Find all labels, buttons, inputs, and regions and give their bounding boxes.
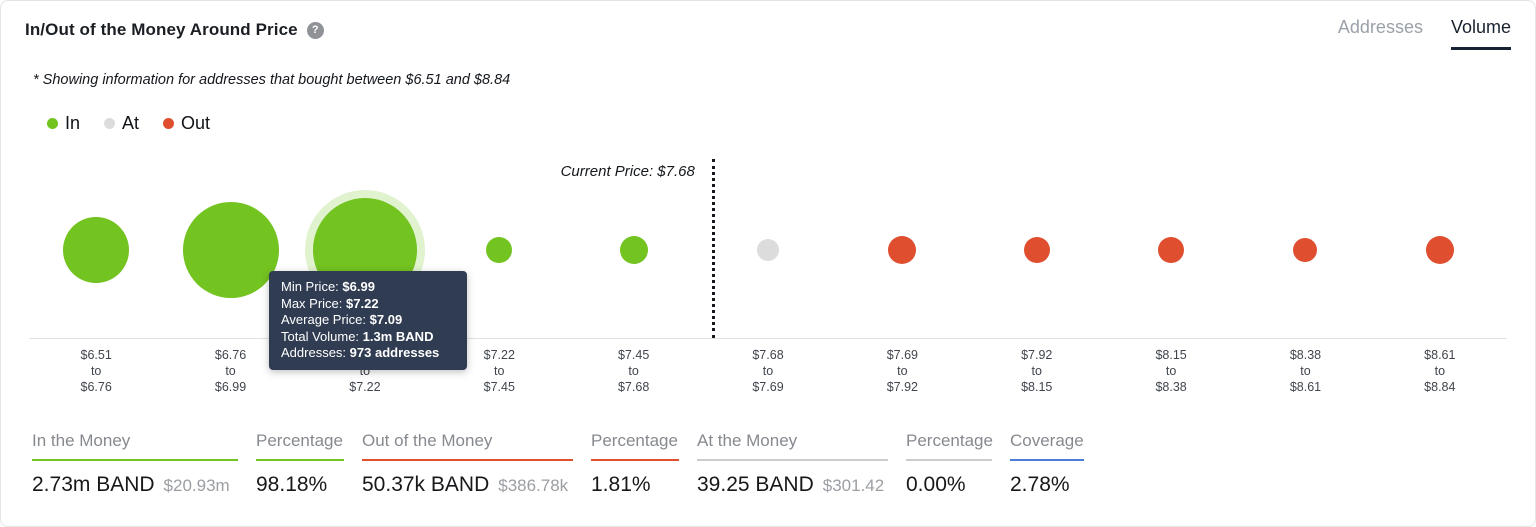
tooltip-value: $7.22 [346,295,379,311]
stat-value: 50.37k BAND [362,473,490,496]
stat-value: 2.73m BAND [32,473,155,496]
bubble-in-7.22-7.45[interactable] [486,237,513,263]
x-axis-line [29,338,1507,339]
bubble-out-8.38-8.61[interactable] [1293,238,1318,262]
bubble-in-7.45-7.68[interactable] [619,236,648,264]
tab-addresses[interactable]: Addresses [1337,17,1423,37]
tooltip-row: Addresses: 973 addresses [281,345,440,360]
tooltip-value: 973 addresses [349,345,440,360]
stat-at-the-money: At the Money 39.25 BAND $301.42 [697,431,906,497]
stat-label: Out of the Money [362,431,573,461]
legend-dot-in [47,118,58,129]
x-tick-label: $8.61 to $8.84 [1424,348,1456,394]
stat-label: Coverage [1010,431,1084,461]
legend-label: Out [181,113,211,133]
tab-volume[interactable]: Volume [1450,17,1511,50]
bubble-in-6.76-6.99[interactable] [182,202,279,298]
legend: In At Out [47,113,210,134]
stat-value: 1.81% [591,473,651,496]
stats-row: In the Money 2.73m BAND $20.93m Percentage 9… [32,431,1515,497]
x-tick-label: $6.76 to $6.99 [214,348,247,394]
stat-values: 39.25 BAND $301.42 [697,473,906,497]
tooltip-value: $6.99 [342,279,375,294]
stat-percentage: Percentage 0.00% [906,431,1010,497]
stat-values: 2.73m BAND $20.93m [32,473,256,497]
bubble-at-7.68-7.69[interactable] [757,239,779,261]
bubble-out-8.61-8.84[interactable] [1425,236,1454,264]
legend-item-out[interactable]: Out [163,113,210,134]
stat-label: Percentage [906,431,993,461]
range-subtitle: * Showing information for addresses that… [33,72,511,88]
stat-values: 98.18% [256,473,362,497]
legend-label: In [65,113,81,133]
x-tick-label: $7.92 to $8.15 [1021,348,1053,394]
tooltip-value: $7.09 [369,312,403,327]
legend-dot-out [163,118,175,129]
stat-value: 0.00% [906,473,966,496]
stat-value: 39.25 BAND [697,473,814,496]
current-price-label: Current Price: $7.68 [560,163,695,180]
stat-secondary: $20.93m [163,476,230,495]
legend-item-in[interactable]: In [47,113,80,134]
stat-percentage: Percentage 98.18% [256,431,362,497]
stat-out-of-the-money: Out of the Money 50.37k BAND $386.78k [362,431,591,497]
legend-dot-at [104,118,116,129]
legend-label: At [122,113,140,133]
stat-values: 0.00% [906,473,1010,497]
title-wrap: In/Out of the Money Around Price ? [25,17,324,40]
stat-values: 50.37k BAND $386.78k [362,473,591,497]
stat-values: 1.81% [591,473,697,497]
help-icon[interactable]: ? [306,21,324,39]
stat-value: 2.78% [1010,473,1070,496]
stat-secondary: $386.78k [498,476,569,495]
x-tick-label: $7.69 to $7.92 [886,348,918,394]
stat-percentage: Percentage 1.81% [591,431,697,497]
stat-secondary: $301.42 [822,476,885,495]
tooltip-row: Min Price: $6.99 [281,279,375,294]
header: In/Out of the Money Around Price ? Addre… [25,17,1511,50]
bubble-out-8.15-8.38[interactable] [1158,237,1185,263]
tooltip: Min Price: $6.99 Max Price: $7.22 Average … [269,271,467,370]
stat-coverage: Coverage 2.78% [1010,431,1084,497]
stat-value: 98.18% [256,473,328,496]
tooltip-value: 1.3m BAND [362,328,434,344]
stat-in-the-money: In the Money 2.73m BAND $20.93m [32,431,256,497]
x-tick-label: $7.45 to $7.68 [617,348,650,394]
stat-label: At the Money [697,431,888,461]
x-tick-label: $8.15 to $8.38 [1155,348,1187,394]
stat-values: 2.78% [1010,473,1084,497]
stat-label: In the Money [32,431,238,461]
tooltip-row: Average Price: $7.09 [281,312,403,327]
bubble-out-7.69-7.92[interactable] [888,236,917,264]
x-tick-label: $6.51 to $6.76 [80,348,112,394]
tooltip-row: Max Price: $7.22 [281,295,379,311]
tooltip-row: Total Volume: 1.3m BAND [281,328,434,344]
bubble-chart: Current Price: $7.68 Min Price: $6.99 Max… [29,151,1507,411]
tabs: Addresses Volume [1338,17,1511,50]
page-title: In/Out of the Money Around Price [25,20,298,39]
x-tick-label: $7.22 to $7.45 [483,348,515,394]
legend-item-at[interactable]: At [104,113,139,134]
bubble-in-6.51-6.76[interactable] [63,217,130,283]
x-tick-label: $8.38 to $8.61 [1289,348,1322,394]
x-tick-label: $7.68 to $7.69 [752,348,784,394]
stat-label: Percentage [256,431,344,461]
bubble-out-7.92-8.15[interactable] [1023,237,1050,263]
current-price-line [711,159,715,338]
stat-label: Percentage [591,431,679,461]
